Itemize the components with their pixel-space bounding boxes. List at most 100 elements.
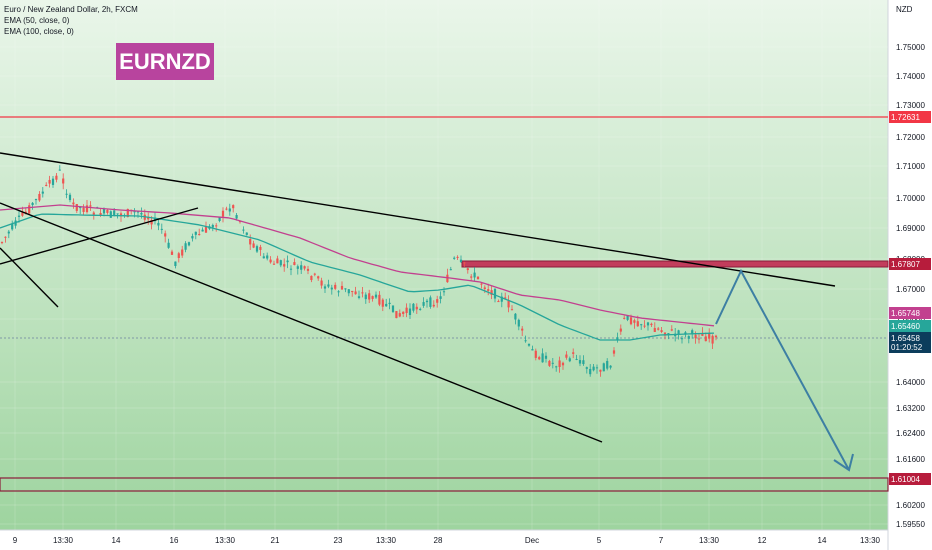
candle-body: [340, 285, 344, 290]
candle-body: [215, 225, 218, 227]
price-tick-label: 1.75000: [896, 43, 925, 52]
current-price-tag-label: 1.65748: [891, 309, 920, 318]
symbol-title[interactable]: Euro / New Zealand Dollar, 2h, FXCM: [4, 5, 138, 14]
candle-body: [657, 328, 660, 330]
candle-body: [531, 349, 534, 351]
candle-body: [568, 358, 571, 362]
candle-body: [599, 369, 602, 372]
candle-body: [75, 204, 78, 211]
candle-body: [92, 212, 95, 215]
candle-body: [636, 321, 639, 327]
candle-body: [582, 360, 585, 365]
candle-body: [551, 362, 554, 364]
candle-body: [269, 259, 272, 263]
candle-body: [24, 211, 27, 213]
candle-body: [38, 193, 41, 201]
candle-body: [34, 199, 38, 201]
candle-body: [303, 266, 306, 269]
candle-body: [449, 269, 452, 271]
time-tick-label: 13:30: [215, 536, 236, 545]
ema-100-legend[interactable]: EMA (100, close, 0): [4, 27, 74, 36]
candle-body: [320, 280, 323, 286]
ema-50-legend[interactable]: EMA (50, close, 0): [4, 16, 70, 25]
candle-body: [55, 175, 58, 180]
candle-body: [643, 325, 646, 327]
candle-body: [385, 303, 388, 307]
time-axis-background: [0, 530, 888, 550]
level-price-tag-label: 1.67807: [891, 260, 920, 269]
candle-body: [555, 366, 558, 368]
candle-body: [541, 353, 544, 363]
candle-body: [609, 365, 612, 368]
candle-body: [459, 259, 463, 262]
candle-body: [470, 276, 473, 278]
time-tick-label: 5: [597, 536, 602, 545]
candle-body: [327, 284, 330, 287]
price-tick-label: 1.59550: [896, 520, 925, 529]
current-price-tag: [889, 320, 931, 332]
candle-body: [354, 291, 357, 295]
candle-body: [113, 210, 116, 216]
candle-body: [493, 288, 497, 299]
price-tick-label: 1.69000: [896, 224, 925, 233]
candle-body: [249, 238, 252, 245]
candle-body: [626, 315, 629, 320]
trendline-lower: [0, 202, 603, 443]
level-price-tag: [889, 473, 931, 485]
time-axis-ticks: 9 13:30 14 16 13:30 21 23 13:30 28 Dec 5 7 13:30 12 14…: [13, 536, 881, 545]
candle-body: [4, 236, 7, 238]
candle-body: [388, 302, 391, 305]
candle-body: [398, 313, 401, 317]
candle-body: [279, 260, 282, 266]
candle-body: [606, 360, 609, 369]
candle-body: [476, 276, 480, 280]
price-tick-label: 1.73000: [896, 101, 925, 110]
candle-body: [646, 322, 650, 326]
price-tick-label: 1.66000: [896, 315, 925, 324]
candle-body: [31, 202, 34, 206]
candle-body: [28, 205, 31, 214]
candle-body: [228, 208, 231, 212]
candle-body: [708, 332, 711, 339]
candle-body: [483, 287, 486, 290]
candle-body: [245, 232, 248, 235]
candle-body: [116, 213, 119, 215]
candle-body: [126, 208, 129, 218]
time-tick-label: 13:30: [699, 536, 720, 545]
candle-body: [238, 221, 242, 223]
candle-body: [466, 268, 469, 271]
support-zone: [0, 477, 889, 492]
price-tick-label: 1.63200: [896, 404, 925, 413]
candle-body: [487, 289, 490, 291]
candle-body: [575, 358, 578, 360]
candle-body: [524, 340, 527, 342]
candle-body: [177, 253, 180, 259]
candle-body: [170, 251, 174, 255]
level-price-tag-label: 1.72631: [891, 113, 920, 122]
candle-body: [174, 261, 177, 267]
candle-body: [235, 215, 238, 219]
candle-body: [395, 311, 398, 319]
candle-body: [548, 360, 551, 366]
current-price-tag-label: 01:20:52: [891, 343, 923, 352]
candle-body: [181, 249, 184, 256]
candle-body: [374, 294, 378, 298]
candle-body: [99, 213, 102, 216]
candle-body: [660, 330, 663, 332]
candle-body: [283, 264, 286, 267]
candle-body: [663, 332, 667, 336]
candle-body: [58, 169, 61, 171]
candle-body: [419, 308, 422, 310]
candle-body: [45, 184, 48, 186]
time-tick-label: 14: [818, 536, 827, 545]
candle-body: [337, 291, 340, 293]
candle-body: [164, 233, 167, 237]
projection-arrowhead: [833, 453, 854, 472]
candle-body: [633, 320, 636, 323]
candle-body: [412, 303, 415, 311]
candle-body: [119, 213, 123, 217]
price-tick-label: 1.61600: [896, 455, 925, 464]
time-tick-label: Dec: [525, 536, 539, 545]
candle-body: [262, 256, 265, 259]
